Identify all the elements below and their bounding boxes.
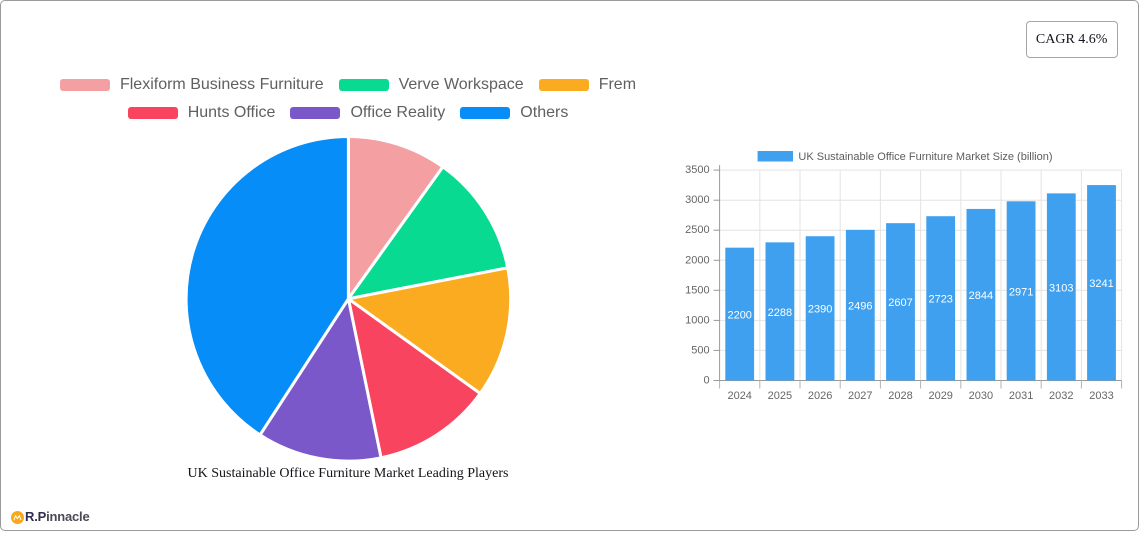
svg-text:1000: 1000 xyxy=(685,314,709,326)
svg-text:2029: 2029 xyxy=(928,390,952,402)
svg-text:2030: 2030 xyxy=(969,390,993,402)
svg-text:0: 0 xyxy=(703,375,709,387)
svg-text:2288: 2288 xyxy=(768,307,792,319)
svg-text:2844: 2844 xyxy=(969,290,993,302)
svg-text:2026: 2026 xyxy=(808,390,832,402)
svg-text:UK Sustainable Office Furnitur: UK Sustainable Office Furniture Market S… xyxy=(798,151,1052,163)
svg-text:1500: 1500 xyxy=(685,284,709,296)
svg-text:2390: 2390 xyxy=(808,304,832,316)
svg-text:2496: 2496 xyxy=(848,301,872,313)
svg-text:2028: 2028 xyxy=(888,390,912,402)
svg-text:2723: 2723 xyxy=(928,294,952,306)
svg-text:3241: 3241 xyxy=(1089,278,1113,290)
svg-text:2607: 2607 xyxy=(888,297,912,309)
svg-text:2027: 2027 xyxy=(848,390,872,402)
svg-text:2971: 2971 xyxy=(1009,286,1033,298)
svg-text:2031: 2031 xyxy=(1009,390,1033,402)
svg-text:2033: 2033 xyxy=(1089,390,1113,402)
svg-text:3500: 3500 xyxy=(685,164,709,176)
svg-text:2000: 2000 xyxy=(685,254,709,266)
svg-text:2032: 2032 xyxy=(1049,390,1073,402)
svg-text:2025: 2025 xyxy=(768,390,792,402)
svg-text:3000: 3000 xyxy=(685,194,709,206)
svg-text:2500: 2500 xyxy=(685,224,709,236)
svg-text:500: 500 xyxy=(691,344,709,356)
svg-text:3103: 3103 xyxy=(1049,282,1073,294)
svg-text:2024: 2024 xyxy=(727,390,751,402)
svg-text:2200: 2200 xyxy=(727,309,751,321)
